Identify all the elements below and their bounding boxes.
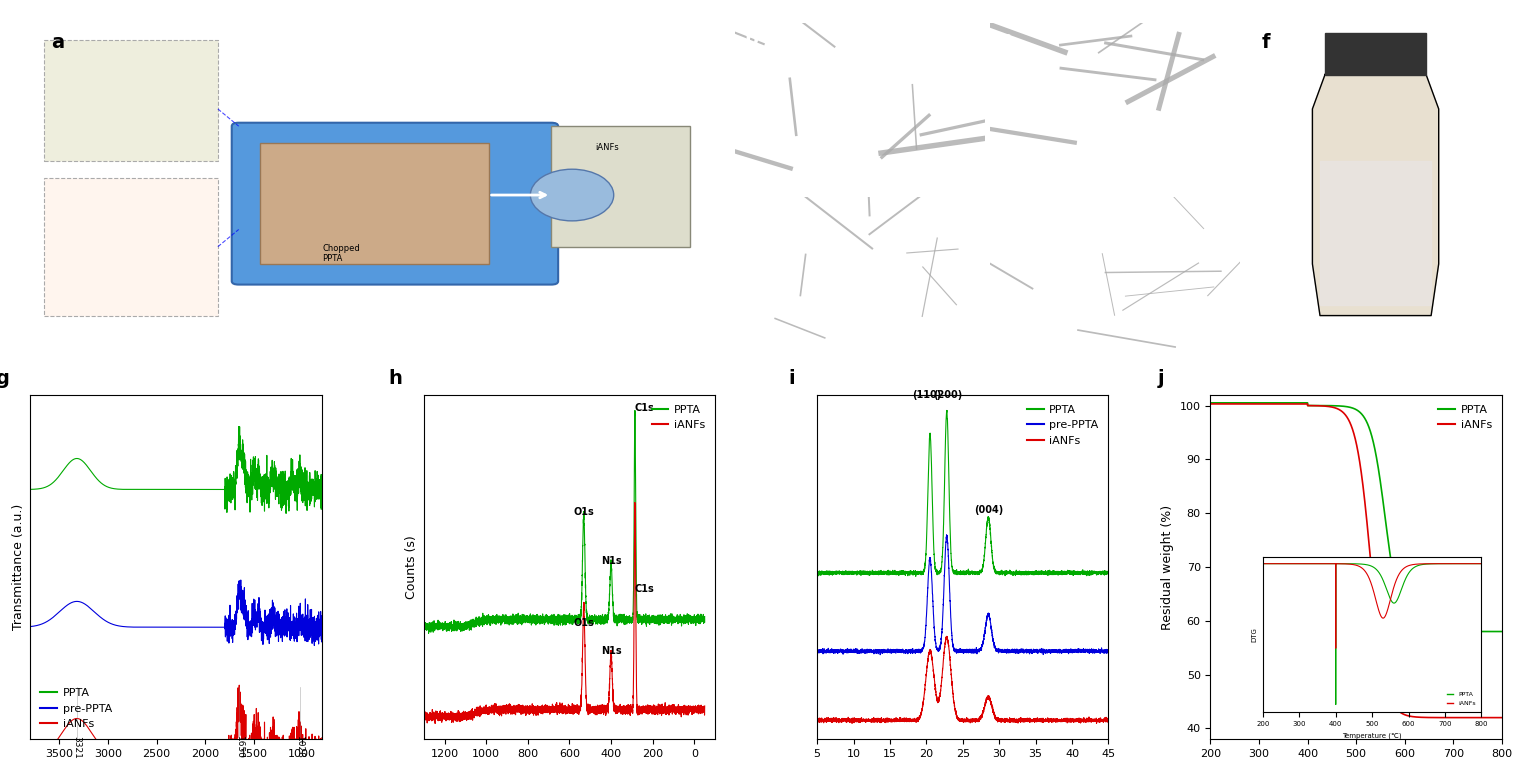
Legend: PPTA, iANFs: PPTA, iANFs [1434, 400, 1496, 435]
FancyBboxPatch shape [232, 123, 558, 284]
Text: j: j [1157, 369, 1165, 388]
Legend: PPTA, pre-PPTA, iANFs: PPTA, pre-PPTA, iANFs [36, 684, 117, 734]
Polygon shape [1320, 161, 1431, 306]
Text: 10 μm: 10 μm [846, 174, 872, 183]
Text: N1s: N1s [601, 555, 622, 566]
Y-axis label: Residual weight (%): Residual weight (%) [1161, 504, 1174, 629]
Bar [44, 178, 218, 315]
Bar [551, 126, 690, 247]
Text: f: f [1262, 34, 1270, 52]
Text: a: a [52, 34, 64, 52]
Bar [259, 143, 488, 264]
Text: 1650: 1650 [235, 735, 244, 759]
Text: g: g [0, 369, 9, 388]
Text: N1s: N1s [601, 646, 622, 656]
Bar [44, 40, 218, 161]
Text: C1s: C1s [636, 584, 655, 594]
Text: C1s: C1s [636, 403, 655, 413]
Text: 3321: 3321 [73, 735, 82, 759]
Ellipse shape [531, 169, 614, 221]
Y-axis label: Transmittance (a.u.): Transmittance (a.u.) [12, 504, 24, 630]
Text: e: e [1000, 203, 1013, 223]
Polygon shape [1324, 34, 1426, 75]
Text: (110): (110) [912, 389, 941, 400]
Y-axis label: Counts (s): Counts (s) [405, 535, 419, 599]
Text: 1028: 1028 [296, 735, 303, 759]
Text: (200): (200) [933, 389, 963, 400]
Text: 10 μm: 10 μm [1101, 174, 1129, 183]
Text: c: c [1000, 30, 1012, 49]
Text: iANFs: iANFs [595, 143, 619, 152]
Text: i: i [787, 369, 795, 388]
Text: O1s: O1s [573, 507, 595, 517]
Text: 1 μm: 1 μm [850, 348, 871, 357]
Text: O1s: O1s [573, 618, 595, 629]
Text: d: d [745, 203, 758, 223]
Text: Chopped
PPTA: Chopped PPTA [322, 244, 360, 264]
Text: 200 nm: 200 nm [1098, 348, 1130, 357]
Text: b: b [745, 30, 758, 49]
Text: h: h [388, 369, 402, 388]
Text: (004): (004) [974, 505, 1003, 515]
Legend: PPTA, pre-PPTA, iANFs: PPTA, pre-PPTA, iANFs [1022, 400, 1103, 450]
Legend: PPTA, iANFs: PPTA, iANFs [648, 400, 710, 435]
Polygon shape [1312, 75, 1438, 315]
